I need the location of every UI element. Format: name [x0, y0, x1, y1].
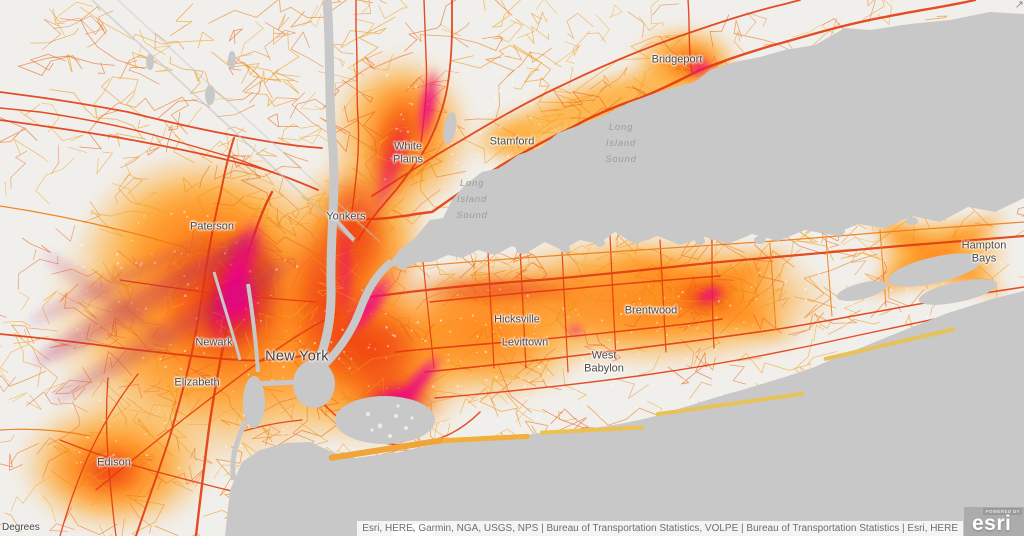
flight-corridor-bands	[29, 232, 297, 401]
barrier-islands-layer	[328, 327, 956, 461]
external-link-icon[interactable]: ↗	[1014, 0, 1024, 11]
degrees-label: Degrees	[2, 522, 40, 533]
esri-logo[interactable]: POWERED BY esri	[964, 507, 1024, 536]
esri-logo-text: esri	[972, 512, 1012, 535]
powered-by-label: POWERED BY	[983, 508, 1022, 515]
water-layer	[91, 0, 1024, 536]
map-attribution: Esri, HERE, Garmin, NGA, USGS, NPS | Bur…	[357, 521, 963, 536]
